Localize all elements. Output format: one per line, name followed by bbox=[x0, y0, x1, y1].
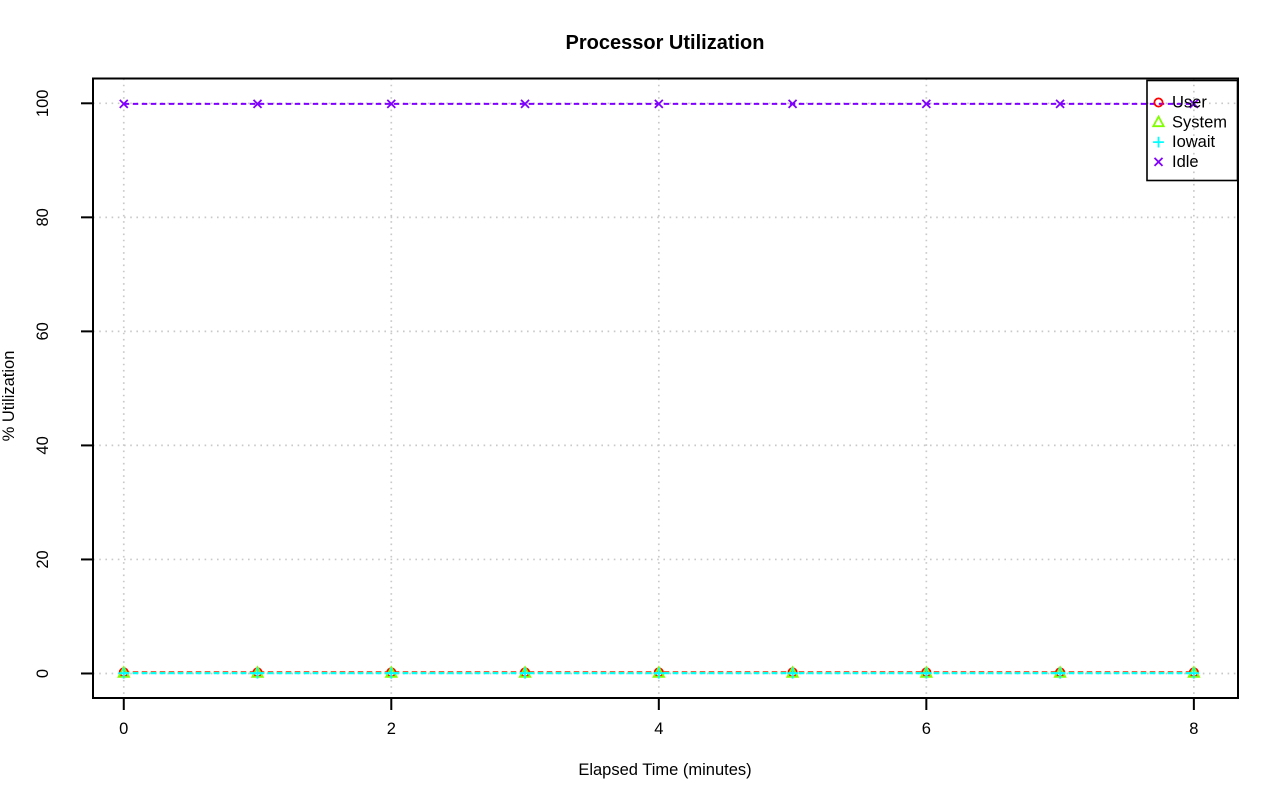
series-marker-iowait bbox=[653, 667, 665, 679]
legend-marker-system bbox=[1151, 114, 1166, 128]
legend-marker-idle bbox=[1153, 157, 1164, 167]
legend-label-user: User bbox=[1172, 94, 1207, 112]
series-marker-idle bbox=[1189, 99, 1199, 109]
series-marker-idle bbox=[520, 99, 530, 109]
series-marker-iowait bbox=[252, 667, 263, 679]
y-tick-label: 0 bbox=[34, 669, 52, 678]
legend-label-idle: Idle bbox=[1172, 153, 1199, 171]
series-marker-idle bbox=[252, 99, 263, 109]
series-marker-idle bbox=[1055, 99, 1065, 109]
legend-box bbox=[1146, 79, 1239, 182]
x-axis-label: Elapsed Time (minutes) bbox=[578, 761, 751, 779]
series-marker-idle bbox=[119, 99, 129, 109]
chart-title: Processor Utilization bbox=[566, 32, 765, 54]
series-marker-idle bbox=[921, 99, 931, 109]
x-tick-label: 4 bbox=[654, 720, 663, 738]
series-marker-idle bbox=[386, 99, 396, 109]
legend-label-iowait: Iowait bbox=[1172, 133, 1216, 151]
y-tick-label: 20 bbox=[34, 550, 52, 568]
x-tick-label: 0 bbox=[119, 720, 128, 738]
legend-label-system: System bbox=[1172, 113, 1227, 131]
series-marker-idle bbox=[787, 99, 798, 109]
series-marker-iowait bbox=[1054, 667, 1066, 679]
series-marker-idle bbox=[654, 99, 664, 109]
x-tick-label: 6 bbox=[922, 720, 931, 738]
series-marker-iowait bbox=[118, 667, 130, 679]
series-marker-iowait bbox=[920, 667, 932, 679]
x-tick-label: 2 bbox=[387, 720, 396, 738]
y-tick-label: 100 bbox=[34, 90, 52, 118]
grid bbox=[93, 78, 1238, 698]
y-tick-label: 60 bbox=[34, 322, 52, 340]
y-tick-label: 80 bbox=[34, 208, 52, 226]
plot-border bbox=[92, 77, 1239, 699]
series-marker-iowait bbox=[787, 667, 798, 679]
y-axis-label: % Utilization bbox=[0, 351, 18, 442]
legend-marker-user bbox=[1153, 97, 1164, 108]
y-tick-label: 40 bbox=[34, 436, 52, 454]
x-tick-label: 8 bbox=[1189, 720, 1198, 738]
series-layer bbox=[117, 99, 1201, 679]
series-marker-iowait bbox=[385, 667, 397, 679]
series-marker-iowait bbox=[1188, 667, 1200, 679]
legend-marker-iowait bbox=[1153, 136, 1164, 148]
series-marker-iowait bbox=[519, 667, 531, 679]
